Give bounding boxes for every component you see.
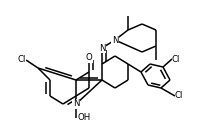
Text: O: O	[85, 53, 92, 63]
Text: Cl: Cl	[174, 92, 183, 101]
Text: N: N	[111, 35, 118, 44]
Text: OH: OH	[77, 114, 90, 123]
Text: N: N	[98, 44, 105, 52]
Text: Cl: Cl	[18, 55, 26, 64]
Text: N: N	[72, 100, 79, 109]
Text: Cl: Cl	[171, 55, 179, 64]
